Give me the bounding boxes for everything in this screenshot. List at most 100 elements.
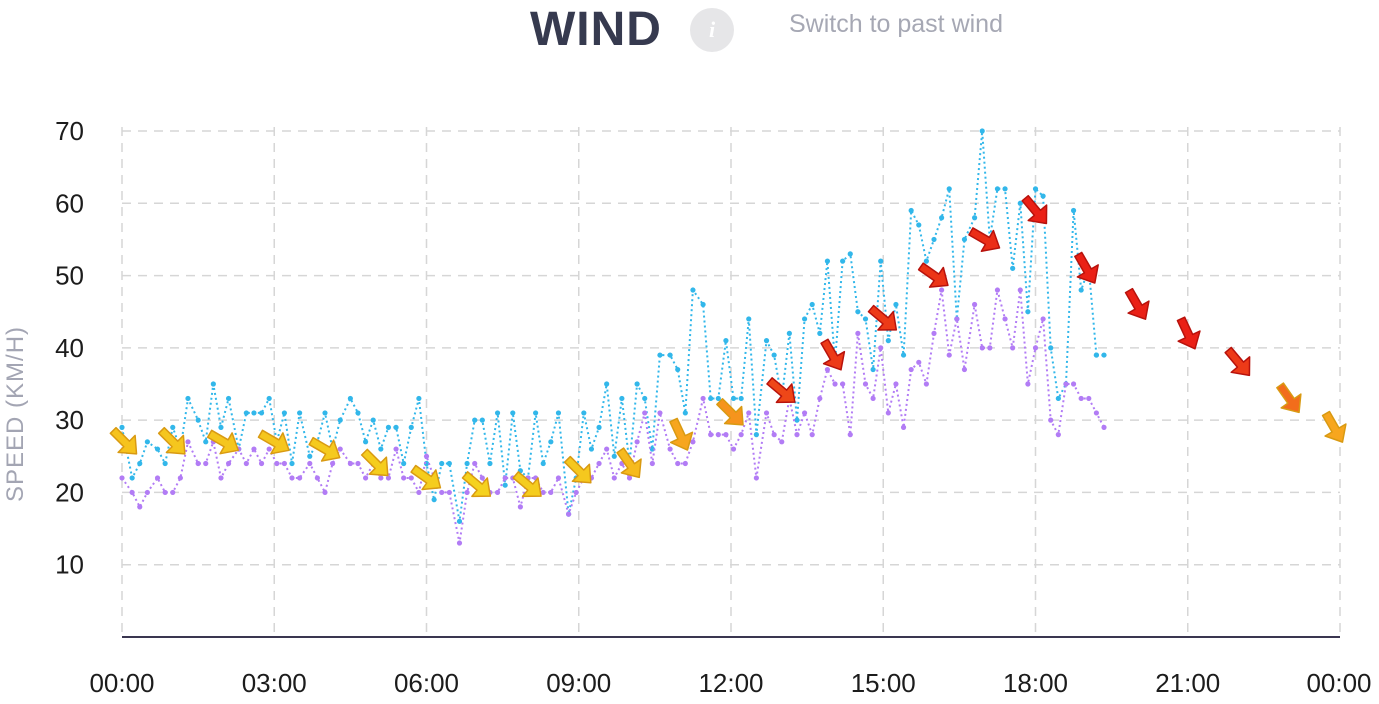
gust-point xyxy=(210,381,216,387)
gust-point xyxy=(385,424,392,430)
wind-direction-arrow xyxy=(616,447,642,479)
chart-header: WIND i Switch to past wind xyxy=(0,0,1379,70)
speed-point xyxy=(408,475,414,481)
speed-point xyxy=(119,475,125,481)
speed-point xyxy=(502,475,508,481)
gust-point xyxy=(1032,186,1039,192)
gust-point xyxy=(185,395,191,402)
y-tick-label: 20 xyxy=(55,477,84,507)
gust-point xyxy=(266,395,272,402)
gust-point xyxy=(446,460,452,467)
gust-point xyxy=(144,439,150,445)
gust-point xyxy=(401,460,407,467)
gust-point xyxy=(307,453,313,459)
gust-point xyxy=(154,446,161,452)
gust-point xyxy=(753,432,759,438)
speed-point xyxy=(855,330,861,336)
x-tick-label: 00:00 xyxy=(89,668,154,698)
speed-point xyxy=(979,345,985,351)
speed-point xyxy=(1093,410,1099,416)
gust-point xyxy=(979,128,985,134)
gust-point xyxy=(690,287,696,293)
gust-point xyxy=(723,338,729,344)
gust-point xyxy=(281,410,287,416)
speed-point xyxy=(824,366,831,373)
gust-point xyxy=(1048,345,1054,351)
gust-point xyxy=(604,381,610,387)
speed-point xyxy=(144,489,150,496)
speed-point xyxy=(753,475,759,481)
wind-direction-arrow xyxy=(1021,194,1048,225)
wind-direction-arrow xyxy=(308,436,341,462)
y-tick-label: 40 xyxy=(55,333,84,363)
gridlines xyxy=(121,127,1341,637)
speed-point xyxy=(682,460,688,467)
gust-point xyxy=(730,395,737,402)
y-tick-label: 50 xyxy=(55,261,84,291)
gust-point xyxy=(119,424,125,430)
gust-point xyxy=(682,410,688,416)
speed-point xyxy=(708,432,714,438)
speed-point xyxy=(258,460,265,467)
gust-point xyxy=(464,460,470,467)
gust-point xyxy=(439,460,445,467)
speed-point xyxy=(218,475,224,481)
wind-direction-arrow xyxy=(360,448,389,477)
gust-point xyxy=(817,330,823,336)
speed-point xyxy=(307,460,313,467)
speed-point xyxy=(355,460,361,467)
gust-point xyxy=(347,395,353,402)
speed-point xyxy=(885,410,891,416)
speed-point xyxy=(862,381,869,387)
info-icon[interactable]: i xyxy=(690,8,734,52)
gust-point xyxy=(1101,352,1107,358)
speed-point xyxy=(162,489,168,496)
wind-direction-arrow xyxy=(1276,382,1302,414)
gust-point xyxy=(337,417,343,423)
speed-point xyxy=(1017,287,1023,293)
gust-point xyxy=(847,251,853,257)
speed-point xyxy=(893,381,899,387)
gust-point xyxy=(809,301,815,308)
gust-point xyxy=(456,518,463,524)
y-tick-label: 70 xyxy=(55,116,84,146)
speed-point xyxy=(170,489,176,496)
speed-point xyxy=(939,287,945,293)
speed-point xyxy=(401,475,407,481)
gust-point xyxy=(129,475,135,481)
switch-to-past-wind-link[interactable]: Switch to past wind xyxy=(789,10,1003,38)
speed-point xyxy=(779,439,785,445)
gust-point xyxy=(548,439,554,445)
gust-point xyxy=(170,424,176,430)
gust-point xyxy=(771,352,777,358)
wind-direction-arrow xyxy=(1321,410,1347,443)
gust-point xyxy=(961,236,968,243)
speed-point xyxy=(129,489,135,496)
speed-point xyxy=(517,504,523,510)
gust-point xyxy=(137,460,143,467)
gust-point xyxy=(946,186,952,192)
gust-point xyxy=(923,258,929,264)
speed-point xyxy=(540,489,546,496)
gust-point xyxy=(378,446,384,452)
speed-series-line xyxy=(121,289,1105,544)
gust-point xyxy=(1002,186,1008,192)
speed-point xyxy=(456,540,463,546)
speed-point xyxy=(1048,417,1054,423)
x-tick-label: 00:00 xyxy=(1306,668,1371,698)
gust-point xyxy=(634,381,640,387)
speed-point xyxy=(385,475,392,481)
gust-point xyxy=(408,424,414,430)
speed-point xyxy=(274,460,280,467)
speed-point xyxy=(185,439,191,445)
speed-point xyxy=(723,432,729,438)
series-layer xyxy=(119,128,1107,546)
speed-point xyxy=(225,460,232,467)
speed-point xyxy=(1002,316,1008,322)
gust-point xyxy=(431,497,437,503)
speed-point xyxy=(416,489,422,496)
gust-point xyxy=(885,338,891,344)
wind-direction-arrow xyxy=(820,338,846,371)
speed-point xyxy=(1055,432,1061,438)
